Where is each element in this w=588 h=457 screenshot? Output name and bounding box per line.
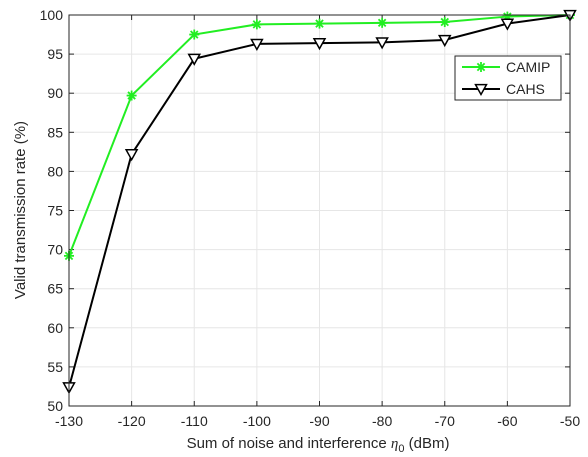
x-axis-label-suffix: (dBm) <box>404 435 449 452</box>
data-point-camip <box>440 17 450 27</box>
data-point-cahs <box>189 54 200 64</box>
y-tick-label: 55 <box>47 359 63 375</box>
x-tick-label: -130 <box>55 413 83 429</box>
x-tick-label: -90 <box>309 413 329 429</box>
y-axis-label: Valid transmission rate (%) <box>12 121 29 299</box>
y-tick-label: 80 <box>47 163 63 179</box>
x-tick-label: -110 <box>181 413 208 429</box>
x-axis-label-prefix: Sum of noise and interference <box>187 435 391 452</box>
x-axis-label-symbol: η <box>391 436 398 452</box>
x-axis-label: Sum of noise and interference η0 (dBm) <box>187 435 450 455</box>
data-point-camip <box>127 91 137 101</box>
legend-label-cahs: CAHS <box>506 81 545 97</box>
y-tick-label: 60 <box>47 320 63 336</box>
y-tick-label: 90 <box>47 85 63 101</box>
data-point-camip <box>189 30 199 40</box>
y-tick-label: 85 <box>47 124 63 140</box>
x-tick-label: -80 <box>372 413 392 429</box>
y-tick-label: 75 <box>47 203 63 219</box>
x-tick-label: -100 <box>243 413 271 429</box>
legend-marker-camip <box>476 62 486 72</box>
data-point-cahs <box>126 150 137 160</box>
data-point-camip <box>252 19 262 29</box>
y-tick-label: 50 <box>47 398 63 414</box>
legend: CAMIP CAHS <box>455 56 561 100</box>
y-tick-label: 65 <box>47 281 63 297</box>
y-tick-label: 100 <box>40 7 64 23</box>
legend-label-camip: CAMIP <box>506 59 550 75</box>
data-point-camip <box>377 18 387 28</box>
y-tick-label: 95 <box>47 46 63 62</box>
x-tick-label: -70 <box>435 413 455 429</box>
x-tick-label: -120 <box>118 413 146 429</box>
y-tick-label: 70 <box>47 242 63 258</box>
x-tick-label: -60 <box>497 413 517 429</box>
x-tick-label: -50 <box>560 413 580 429</box>
data-point-camip <box>315 19 325 29</box>
